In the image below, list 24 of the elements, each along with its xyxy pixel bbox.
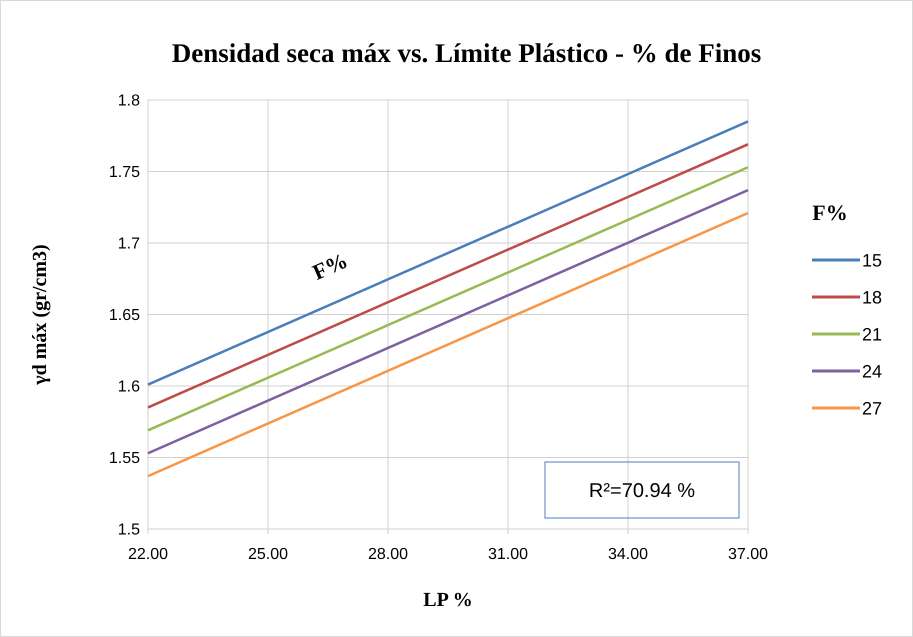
x-tick-label: 37.00 (728, 546, 768, 563)
y-axis-title: γd máx (gr/cm3) (29, 244, 51, 386)
y-tick-label: 1.65 (108, 307, 140, 324)
annotation: R²=70.94 % (588, 480, 696, 502)
x-axis-title: LP % (423, 589, 473, 611)
legend-label: 18 (862, 287, 882, 308)
y-tick-label: 1.8 (118, 92, 140, 110)
y-tick-label: 1.6 (118, 378, 140, 396)
legend-label: 24 (862, 361, 882, 382)
x-tick-label: 22.00 (128, 546, 168, 563)
annotation: F% (308, 248, 352, 285)
y-tick-label: 1.5 (118, 522, 140, 539)
legend-title: F% (812, 200, 848, 225)
x-tick-label: 28.00 (368, 546, 408, 563)
chart-title: Densidad seca máx vs. Límite Plástico - % de Finos (172, 38, 762, 68)
legend-label: 27 (862, 398, 882, 418)
y-tick-label: 1.75 (108, 164, 140, 182)
legend-label: 15 (862, 250, 882, 270)
legend-label: 21 (862, 324, 882, 344)
y-tick-label: 1.55 (108, 450, 140, 468)
x-tick-label: 34.00 (608, 546, 648, 563)
x-tick-label: 31.00 (488, 546, 528, 563)
y-tick-label: 1.7 (118, 236, 140, 253)
x-tick-label: 25.00 (248, 546, 288, 563)
